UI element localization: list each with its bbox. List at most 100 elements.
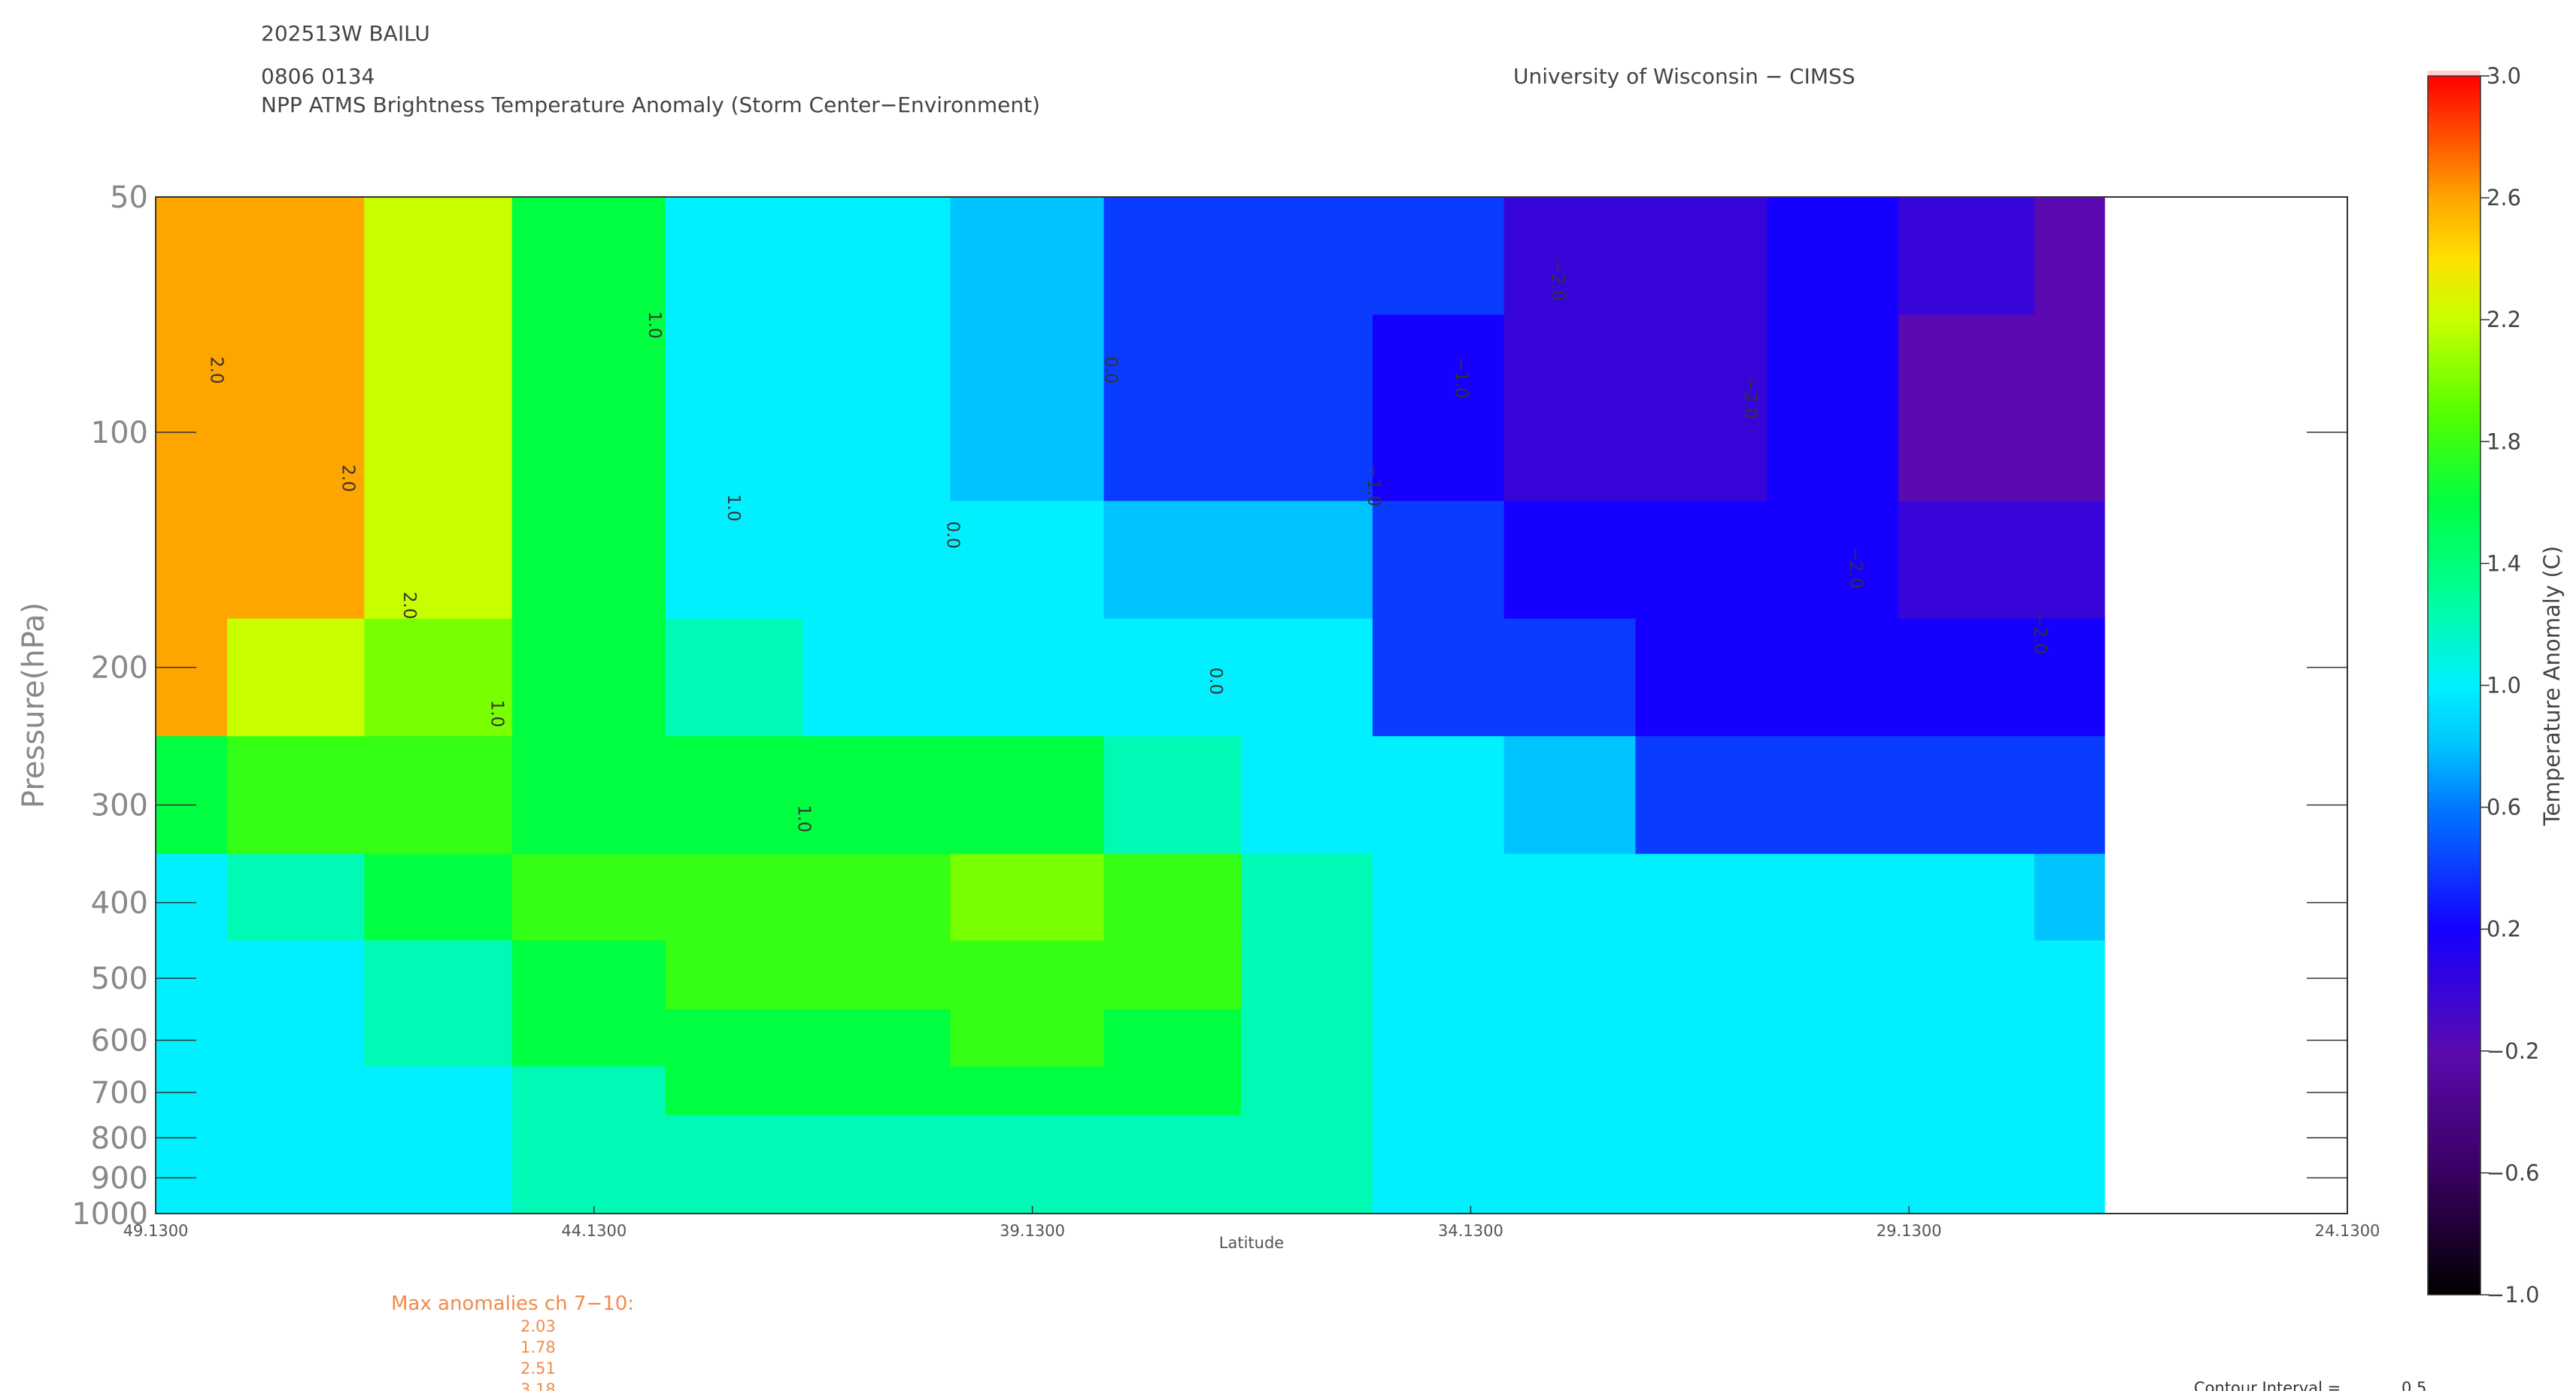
heatmap-cell [2034, 618, 2105, 737]
max-anomaly-ch7: 2.03 [520, 1317, 556, 1335]
heatmap-cell [227, 736, 365, 855]
heatmap-cell [1103, 853, 1242, 941]
heatmap-cell [950, 1009, 1105, 1067]
heatmap-cell [1767, 940, 1899, 1010]
heatmap-cell [156, 1115, 228, 1159]
heatmap-cell [227, 197, 365, 315]
heatmap-cell [950, 618, 1105, 737]
heatmap-cell [1898, 940, 2035, 1010]
heatmap-cell [803, 853, 951, 941]
heatmap-cell [1241, 1115, 1373, 1159]
max-anomaly-ch10: 3.18 [520, 1380, 556, 1391]
heatmap-cell [1241, 1009, 1373, 1067]
x-axis: 49.1300 44.1300 39.1300 34.1300 29.1300 24.13… [123, 1206, 2380, 1240]
heatmap-cell [1241, 501, 1373, 620]
heatmap-cell [1503, 1066, 1637, 1116]
heatmap-cell [1635, 1196, 1767, 1214]
heatmap-cell [1898, 618, 2035, 737]
heatmap-cell [2034, 197, 2105, 315]
x-tick-label: 24.1300 [2315, 1222, 2380, 1240]
contour-label: −2.0 [2030, 612, 2050, 654]
colorbar-tick-label: 0.6 [2486, 795, 2521, 820]
heatmap-cell [1103, 314, 1242, 502]
heatmap-cell [1103, 1157, 1242, 1196]
x-tick-label: 44.1300 [561, 1222, 627, 1240]
contour-label: −1.0 [1364, 465, 1383, 507]
contour-label: −1.0 [1452, 356, 1471, 399]
heatmap-cell [1767, 314, 1899, 502]
heatmap-cell [156, 1157, 228, 1196]
heatmap-cell [2034, 1115, 2105, 1159]
heatmap-cell [803, 618, 951, 737]
heatmap-cell [511, 1196, 666, 1214]
contour-label: 0.0 [943, 521, 963, 549]
heatmap-cell [665, 501, 803, 620]
heatmap-cell [364, 853, 513, 941]
heatmap-cell [1103, 1066, 1242, 1116]
heatmap-cell [1635, 197, 1767, 315]
heatmap-cell [227, 1009, 365, 1067]
heatmap-cell [665, 1157, 803, 1196]
heatmap-cell [1503, 197, 1637, 315]
heatmap-cell [1372, 1115, 1505, 1159]
heatmap-cell [1241, 1196, 1373, 1214]
heatmap-cell [511, 314, 666, 502]
colorbar-tick-label: −1.0 [2486, 1282, 2539, 1308]
heatmap-cell [1767, 618, 1899, 737]
heatmap-cell [803, 940, 951, 1010]
heatmap-cell [364, 314, 513, 502]
y-tick-label: 600 [91, 1023, 148, 1058]
heatmap-cell [950, 736, 1105, 855]
contour-label: −2.0 [1740, 377, 1760, 420]
heatmap-cell [156, 618, 228, 737]
heatmap-cell [950, 1115, 1105, 1159]
heatmap-cell [364, 1115, 513, 1159]
heatmap-cell [364, 1196, 513, 1214]
x-tick-label: 29.1300 [1877, 1222, 1942, 1240]
heatmap-cell [1635, 618, 1767, 737]
heatmap-cell [1635, 1009, 1767, 1067]
heatmap-cell [950, 940, 1105, 1010]
heatmap-cell [511, 618, 666, 737]
heatmap-cell [1372, 1009, 1505, 1067]
x-tick-label: 34.1300 [1438, 1222, 1503, 1240]
heatmap-cell [227, 1157, 365, 1196]
heatmap-cell [511, 1009, 666, 1067]
heatmap-cell [1241, 1157, 1373, 1196]
heatmap-cell [156, 314, 228, 502]
heatmap-cell [156, 1066, 228, 1116]
y-tick-label: 50 [110, 180, 148, 215]
heatmap-cell [1372, 853, 1505, 941]
contour-label: 0.0 [1100, 356, 1120, 384]
heatmap-cell [1767, 1066, 1899, 1116]
heatmap-cell [156, 736, 228, 855]
heatmap-cell [665, 853, 803, 941]
heatmap-cell [227, 1196, 365, 1214]
heatmap-cell [364, 1009, 513, 1067]
heatmap-cell [665, 197, 803, 315]
contour-label: −2.0 [1548, 259, 1567, 301]
heatmap-cell [950, 197, 1105, 315]
heatmap-cell [227, 1115, 365, 1159]
heatmap-cell [1103, 1009, 1242, 1067]
heatmap-cell [511, 501, 666, 620]
heatmap-cell [511, 940, 666, 1010]
heatmap-cell [803, 501, 951, 620]
heatmap-cell [1503, 1196, 1637, 1214]
heatmap-cell [364, 501, 513, 620]
y-tick-label: 400 [91, 886, 148, 920]
heatmap-cell [1767, 1009, 1899, 1067]
heatmap-cell [511, 1066, 666, 1116]
heatmap-cell [156, 501, 228, 620]
heatmap-cell [1103, 736, 1242, 855]
heatmap-cell [1635, 736, 1767, 855]
heatmap-cell [803, 736, 951, 855]
heatmap-cell [227, 940, 365, 1010]
x-axis-title: Latitude [1219, 1234, 1284, 1252]
heatmap-cell [1635, 1157, 1767, 1196]
heatmap-cell [2034, 853, 2105, 941]
heatmap-cell [156, 940, 228, 1010]
heatmap-cell [665, 736, 803, 855]
y-axis-title: Pressure(hPa) [17, 602, 51, 808]
heatmap-cell [665, 1066, 803, 1116]
